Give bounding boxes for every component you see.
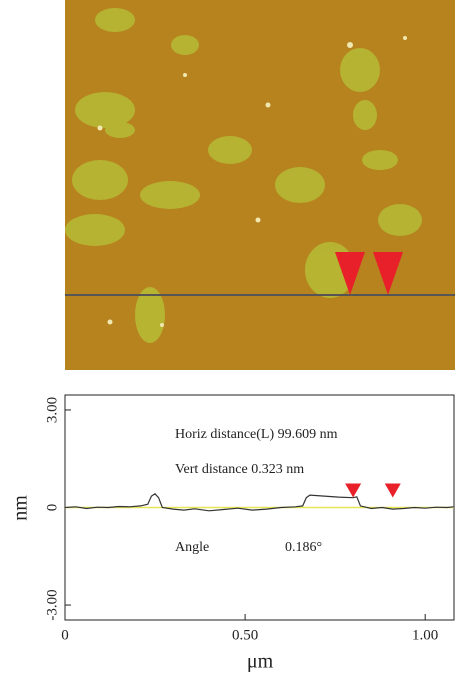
cursor-marker	[384, 483, 401, 498]
y-tick-label: -3.00	[44, 589, 60, 620]
annotation: 0.186°	[285, 540, 322, 555]
x-tick-label: 1.00	[412, 627, 438, 643]
y-tick-label: 3.00	[44, 397, 60, 423]
x-tick-label: 0	[61, 627, 69, 643]
annotation: Angle	[175, 540, 209, 555]
x-tick-label: 0.50	[232, 627, 258, 643]
cursor-marker	[345, 483, 362, 498]
profile-line	[64, 493, 455, 512]
afm-image	[65, 0, 455, 370]
x-axis-label: μm	[247, 651, 274, 673]
annotation: Horiz distance(L) 99.609 nm	[175, 427, 338, 442]
annotation: Vert distance 0.323 nm	[175, 462, 304, 477]
y-axis-label: nm	[10, 495, 32, 521]
y-tick-label: 0	[44, 504, 60, 512]
